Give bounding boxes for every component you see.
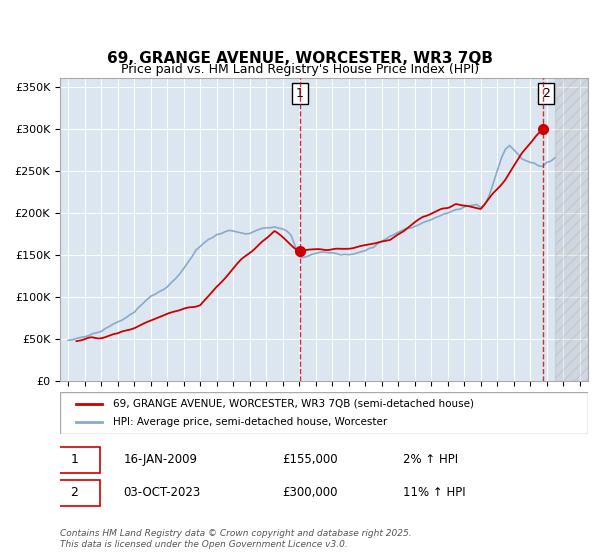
FancyBboxPatch shape [49,479,100,506]
Text: 1: 1 [296,87,304,100]
FancyBboxPatch shape [60,392,588,434]
Text: Contains HM Land Registry data © Crown copyright and database right 2025.
This d: Contains HM Land Registry data © Crown c… [60,529,412,549]
Text: 1: 1 [70,454,78,466]
Text: 03-OCT-2023: 03-OCT-2023 [124,486,200,499]
FancyBboxPatch shape [49,447,100,473]
Text: 2% ↑ HPI: 2% ↑ HPI [403,454,458,466]
Text: 69, GRANGE AVENUE, WORCESTER, WR3 7QB: 69, GRANGE AVENUE, WORCESTER, WR3 7QB [107,52,493,66]
Bar [555,78,588,381]
Text: £155,000: £155,000 [282,454,337,466]
Text: 69, GRANGE AVENUE, WORCESTER, WR3 7QB (semi-detached house): 69, GRANGE AVENUE, WORCESTER, WR3 7QB (s… [113,399,474,409]
Text: HPI: Average price, semi-detached house, Worcester: HPI: Average price, semi-detached house,… [113,417,387,427]
Text: £300,000: £300,000 [282,486,337,499]
Text: 16-JAN-2009: 16-JAN-2009 [124,454,197,466]
Text: 11% ↑ HPI: 11% ↑ HPI [403,486,466,499]
Text: 2: 2 [70,486,78,499]
Text: 2: 2 [542,87,550,100]
Text: Price paid vs. HM Land Registry's House Price Index (HPI): Price paid vs. HM Land Registry's House … [121,63,479,77]
